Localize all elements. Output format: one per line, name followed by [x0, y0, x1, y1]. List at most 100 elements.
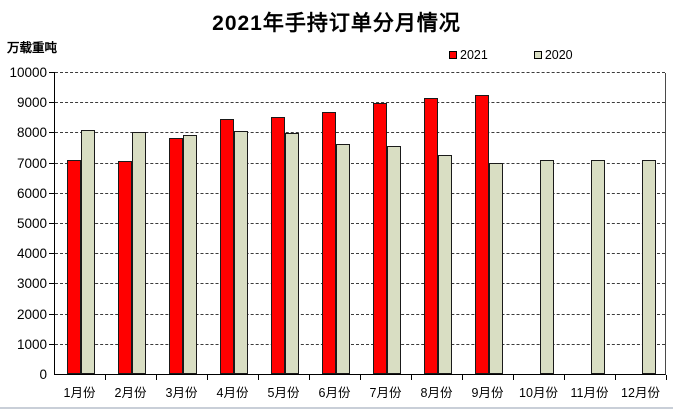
y-axis-tick-4000 [49, 253, 55, 255]
y-axis-tick-7000 [49, 162, 55, 164]
bottom-divider [0, 407, 673, 409]
y-axis-label-0: 0 [39, 367, 47, 382]
legend-label-2021: 2021 [460, 48, 488, 62]
y-axis-tick-10000 [49, 72, 55, 73]
x-axis-tick-9 [513, 375, 514, 380]
gridline-4000 [55, 253, 665, 255]
x-axis-tick-6 [360, 375, 361, 380]
y-axis-label-8000: 8000 [16, 125, 47, 141]
y-axis-label-5000: 5000 [16, 216, 47, 231]
x-axis-label-7月份: 7月份 [369, 386, 402, 400]
x-axis-label-10月份: 10月份 [519, 386, 558, 400]
category-11月份 [565, 73, 616, 374]
gridline-5000 [55, 223, 665, 224]
y-axis-label-3000: 3000 [16, 276, 47, 292]
x-axis-tick-10 [564, 375, 565, 380]
bar-2020-6月份 [336, 143, 350, 374]
bar-2021-4月份 [220, 119, 234, 374]
category-10月份 [514, 73, 565, 374]
y-axis-title: 万载重吨 [7, 41, 58, 55]
y-axis-tick-3000 [49, 283, 55, 285]
category-12月份 [616, 73, 667, 374]
category-5月份 [259, 73, 310, 374]
category-1月份 [55, 73, 106, 374]
bar-2020-12月份 [642, 159, 656, 374]
x-axis-tick-5 [309, 375, 310, 380]
bar-2020-7月份 [387, 146, 401, 374]
bar-2021-7月份 [373, 102, 387, 374]
bar-2020-4月份 [234, 130, 248, 374]
x-axis-label-3月份: 3月份 [165, 386, 198, 400]
bar-2020-10月份 [540, 159, 554, 374]
category-3月份 [157, 73, 208, 374]
bar-2021-8月份 [424, 97, 438, 374]
bar-2021-3月份 [169, 137, 183, 374]
x-axis-label-9月份: 9月份 [471, 386, 504, 400]
y-axis-label-6000: 6000 [16, 185, 47, 201]
gridline-3000 [55, 283, 665, 285]
x-axis-tick-labels: 1月份 2月份 3月份 4月份 5月份 6月份 7月份 8月份 9月份 10月份 11月份 12月份 [54, 382, 666, 401]
chart-title: 2021年手持订单分月情况 [212, 12, 461, 35]
bar-2021-9月份 [475, 94, 489, 374]
bar-2020-3月份 [183, 134, 197, 374]
x-axis-tick-1 [105, 375, 106, 380]
x-axis-tick-11 [615, 375, 616, 380]
x-axis-label-11月份: 11月份 [570, 386, 609, 400]
x-axis-label-1月份: 1月份 [63, 386, 96, 400]
x-axis-label-2月份: 2月份 [114, 386, 147, 400]
y-axis-tick-1000 [49, 343, 55, 345]
bar-2020-2月份 [132, 131, 146, 374]
y-axis-tick-8000 [49, 132, 55, 134]
y-axis-tick-2000 [49, 313, 55, 315]
bar-2020-5月份 [285, 133, 299, 374]
category-6月份 [310, 73, 361, 374]
x-axis-label-4月份: 4月份 [216, 386, 249, 400]
legend-label-2020: 2020 [544, 48, 573, 62]
bar-2020-1月份 [81, 129, 95, 374]
y-axis-label-7000: 7000 [16, 155, 47, 171]
y-axis-label-9000: 9000 [16, 95, 47, 111]
gridline-7000 [55, 162, 665, 164]
legend-swatch-2020-icon [533, 51, 542, 59]
bar-2021-1月份 [67, 160, 81, 374]
bar-2021-2月份 [118, 161, 132, 374]
x-axis-tick-3 [207, 375, 208, 380]
legend-item-2021: 2021 [449, 48, 488, 62]
x-axis-tick-8 [462, 375, 463, 380]
y-axis-tick-6000 [49, 192, 55, 194]
gridline-1000 [55, 343, 665, 345]
gridline-8000 [55, 132, 665, 134]
plot-area [49, 72, 667, 380]
gridline-6000 [55, 192, 665, 194]
x-axis-label-5月份: 5月份 [267, 386, 300, 400]
x-axis-tick-7 [411, 375, 412, 380]
x-axis-label-8月份: 8月份 [420, 386, 453, 400]
category-7月份 [361, 73, 412, 374]
y-axis-label-10000: 10000 [9, 65, 47, 80]
bar-2021-6月份 [322, 112, 336, 374]
category-2月份 [106, 73, 157, 374]
bar-2020-8月份 [438, 154, 452, 374]
bar-2021-5月份 [271, 117, 285, 374]
x-axis-tick-12 [666, 375, 667, 380]
y-axis-tick-9000 [49, 102, 55, 104]
y-axis-label-1000: 1000 [16, 336, 47, 352]
category-9月份 [463, 73, 514, 374]
bar-2020-11月份 [591, 160, 605, 374]
y-axis-tick-5000 [49, 223, 55, 224]
legend-swatch-2021-icon [449, 51, 457, 59]
category-4月份 [208, 73, 259, 374]
x-axis-label-12月份: 12月份 [621, 386, 660, 400]
y-axis-label-4000: 4000 [16, 246, 47, 262]
legend-item-2020: 2020 [533, 48, 573, 62]
gridline-9000 [55, 102, 665, 104]
x-axis-tick-4 [258, 375, 259, 380]
x-axis-label-6月份: 6月份 [318, 386, 351, 400]
category-8月份 [412, 73, 463, 374]
y-axis-label-2000: 2000 [16, 306, 47, 322]
legend: 2021 2020 [449, 48, 573, 62]
bar-2020-9月份 [489, 162, 503, 374]
gridline-2000 [55, 313, 665, 315]
gridline-10000 [55, 72, 665, 73]
